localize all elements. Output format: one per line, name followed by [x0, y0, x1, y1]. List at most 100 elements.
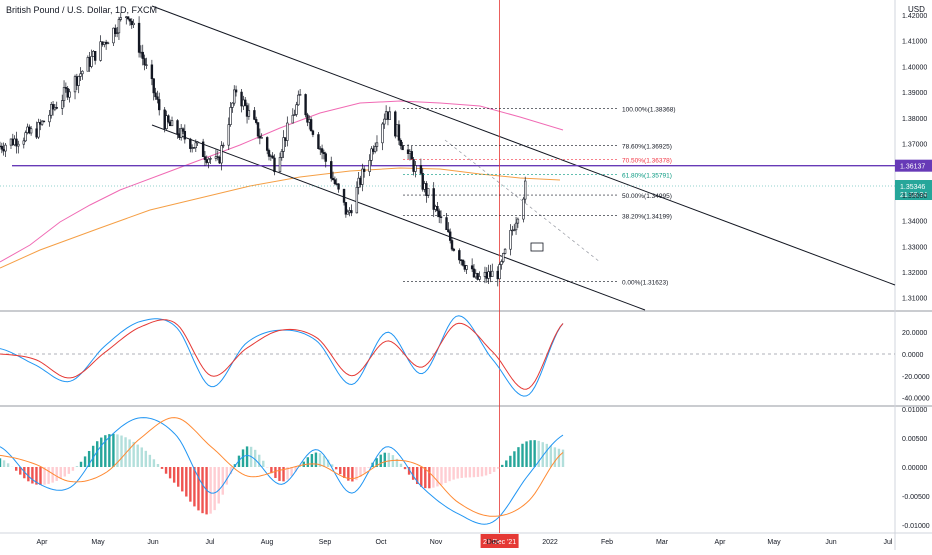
last-price-text: 1.35346	[900, 184, 925, 191]
y-tick-label: 0.00000	[902, 465, 927, 472]
macd-hist-bar	[213, 467, 215, 510]
macd-hist-bar	[521, 444, 523, 467]
macd-hist-bar	[274, 467, 276, 478]
candle-body	[253, 110, 255, 119]
candle-body	[274, 158, 276, 172]
macd-hist-bar	[473, 467, 475, 477]
macd-hist-bar	[47, 467, 49, 484]
macd-hist-bar	[546, 444, 548, 467]
candle-body	[158, 99, 160, 109]
macd-hist-bar	[351, 467, 353, 481]
macd-hist-bar	[177, 467, 179, 487]
candle-body	[255, 119, 257, 122]
candle-body	[113, 28, 115, 43]
candle-body	[350, 210, 352, 212]
candle-body	[363, 169, 365, 172]
macd-hist-bar	[0, 458, 1, 467]
candle-body	[499, 265, 501, 279]
macd-hist-bar	[448, 467, 450, 481]
candle-body	[27, 127, 29, 133]
candle-body	[371, 149, 373, 160]
candle-body	[221, 146, 223, 163]
candle-body	[409, 151, 411, 153]
candle-body	[524, 181, 526, 199]
candle-body	[510, 230, 512, 249]
macd-hist-bar	[3, 460, 5, 467]
x-tick-label: Apr	[715, 539, 727, 546]
candle-body	[517, 219, 519, 223]
candle-body	[484, 272, 486, 276]
candle-body	[78, 76, 80, 85]
candle-body	[1, 146, 3, 149]
candle-body	[244, 100, 246, 106]
macd-hist-bar	[153, 459, 155, 467]
candle-body	[41, 121, 43, 124]
macd-hist-bar	[400, 464, 402, 467]
macd-hist-bar	[452, 467, 454, 480]
candle-body	[268, 150, 270, 156]
macd-hist-bar	[137, 445, 139, 467]
y-tick-label: 1.41000	[902, 39, 927, 46]
candle-body	[475, 273, 477, 277]
candle-body	[325, 154, 327, 162]
fib-level-label: 50.00%(1.34995)	[622, 193, 672, 200]
y-tick-label: -0.00500	[902, 494, 930, 501]
candle-body	[114, 28, 116, 34]
macd-hist-bar	[161, 467, 163, 469]
macd-hist-bar	[108, 434, 110, 467]
macd-hist-bar	[226, 467, 228, 485]
candle-body	[248, 110, 250, 116]
macd-hist-bar	[181, 467, 183, 491]
y-tick-label: 0.00500	[902, 436, 927, 443]
macd-hist-bar	[27, 467, 29, 481]
candle-body	[356, 187, 358, 213]
candle-body	[155, 93, 157, 97]
x-tick-label: Jul	[206, 539, 215, 546]
candle-body	[400, 140, 402, 145]
macd-hist-bar	[100, 438, 102, 467]
candle-body	[36, 129, 38, 137]
candle-body	[127, 17, 129, 19]
macd-hist-bar	[7, 463, 9, 467]
macd-hist-bar	[197, 467, 199, 510]
candle-body	[305, 94, 307, 114]
macd-hist-bar	[501, 465, 503, 467]
candle-body	[118, 19, 120, 32]
candle-body	[138, 23, 140, 52]
candle-body	[330, 161, 332, 178]
macd-hist-bar	[209, 467, 211, 514]
candle-body	[383, 119, 385, 124]
candle-body	[422, 173, 424, 189]
currency-label: USD	[908, 5, 925, 14]
candle-body	[102, 42, 104, 45]
candle-body	[279, 157, 281, 171]
candle-body	[133, 23, 135, 25]
y-tick-label: -0.01000	[902, 523, 930, 530]
macd-hist-bar	[489, 467, 491, 474]
macd-hist-bar	[31, 467, 33, 484]
candle-body	[334, 180, 336, 184]
candle-body	[398, 125, 400, 141]
macd-hist-bar	[485, 467, 487, 475]
candle-body	[343, 189, 345, 202]
candle-body	[153, 79, 155, 93]
candle-body	[116, 33, 118, 34]
candle-body	[299, 94, 301, 95]
candle-body	[479, 276, 481, 279]
macd-hist-bar	[278, 467, 280, 481]
macd-hist-bar	[185, 467, 187, 497]
macd-hist-bar	[60, 467, 62, 479]
macd-hist-bar	[444, 467, 446, 483]
x-tick-label: Jul	[884, 539, 893, 546]
x-tick-label: Sep	[319, 539, 332, 546]
macd-hist-bar	[56, 467, 58, 481]
macd-hist-bar	[311, 454, 313, 467]
candle-body	[382, 124, 384, 143]
macd-hist-bar	[505, 460, 507, 467]
macd-hist-bar	[222, 467, 224, 495]
candle-body	[261, 137, 263, 138]
macd-hist-bar	[335, 467, 337, 469]
candle-body	[222, 145, 224, 146]
